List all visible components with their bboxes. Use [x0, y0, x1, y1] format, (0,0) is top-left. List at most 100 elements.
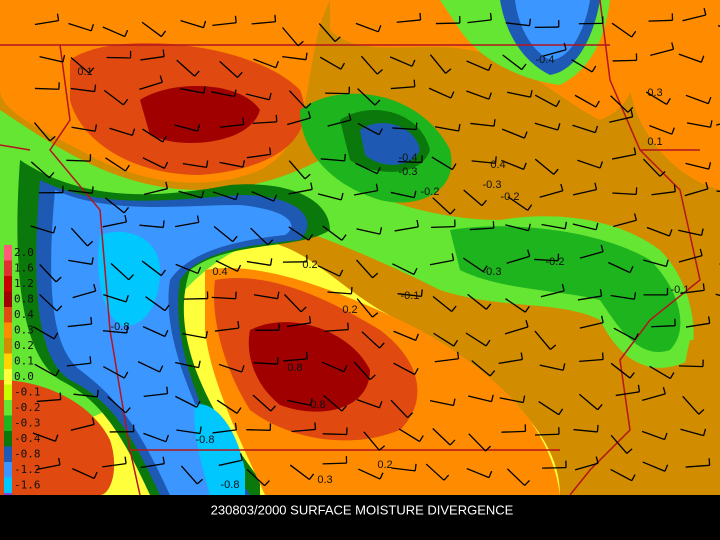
barb-flag [93, 471, 98, 479]
barb-flag [458, 123, 461, 132]
barb-flag [309, 398, 313, 406]
barb [389, 56, 413, 67]
barb [291, 428, 316, 433]
contour-label: -0.3 [483, 179, 502, 191]
barb [102, 462, 127, 468]
barb [286, 322, 311, 328]
barb [506, 91, 531, 98]
barb [467, 19, 492, 24]
barb [579, 251, 604, 259]
barb [542, 49, 567, 57]
barb-flag [709, 120, 713, 128]
barb-flag [94, 124, 98, 132]
caption-bar [0, 495, 720, 540]
barb-flag [413, 190, 417, 198]
barb-flag [124, 29, 129, 37]
barb [327, 119, 351, 127]
barb [33, 326, 55, 340]
barb-flag [305, 102, 312, 109]
barb-flag [162, 456, 165, 464]
barb [34, 19, 59, 26]
barb-flag [523, 162, 527, 170]
barb-flag [371, 312, 379, 318]
barb-flag [629, 265, 634, 273]
barb-flag [237, 71, 243, 78]
barb-flag [235, 192, 239, 200]
barb-flag [340, 192, 344, 201]
barb [572, 124, 596, 134]
barb-flag [562, 363, 566, 371]
barb [212, 22, 237, 27]
barb [678, 255, 703, 263]
barb [641, 393, 666, 401]
barb [392, 127, 417, 131]
barb-flag [633, 292, 637, 300]
barb-flag [494, 156, 497, 164]
barb [534, 258, 559, 262]
barb-flag [369, 374, 376, 381]
legend-label: 0.2 [14, 339, 34, 352]
barb [142, 326, 166, 338]
barb [685, 464, 710, 468]
barb [103, 89, 124, 106]
barb [327, 291, 352, 295]
barb [216, 399, 238, 414]
barb [289, 464, 310, 480]
barb-flag [201, 190, 205, 199]
barb-flag [307, 111, 312, 119]
barb-flag [563, 42, 567, 50]
barb [506, 255, 530, 264]
barb [215, 260, 238, 272]
barb-flag [597, 403, 603, 411]
barb-flag [277, 291, 280, 299]
barb [175, 395, 198, 408]
barb [357, 88, 376, 106]
barb-flag [490, 394, 494, 402]
barb [322, 225, 343, 241]
barb [319, 56, 342, 70]
barb-flag [485, 303, 492, 310]
barb [435, 22, 460, 25]
barb-flag [520, 352, 524, 360]
barb [361, 331, 380, 349]
barb [288, 188, 313, 195]
barb-flag [160, 269, 167, 276]
barb [213, 225, 234, 243]
barb-flag [558, 408, 564, 416]
barb-flag [485, 339, 491, 347]
barb-flag [416, 219, 419, 227]
legend-label: -0.4 [14, 432, 41, 445]
barb-flag [165, 434, 169, 442]
barb-flag [310, 182, 313, 190]
barb [183, 297, 208, 300]
barb-flag [659, 171, 666, 177]
barb [397, 161, 422, 164]
barb-flag [376, 167, 381, 174]
barb [325, 92, 350, 95]
barb-flag [488, 470, 493, 478]
barb [392, 263, 415, 276]
barb [322, 433, 347, 436]
barb-flag [305, 351, 308, 359]
barb [466, 90, 490, 100]
barb-flag [525, 319, 529, 328]
barb-flag [378, 445, 386, 451]
barb-flag [527, 223, 531, 231]
barb-flag [626, 448, 633, 454]
barb [505, 298, 526, 313]
legend-swatch [4, 322, 12, 338]
barb [534, 158, 555, 175]
barb [577, 159, 601, 169]
barb [66, 362, 91, 367]
barb-flag [194, 70, 200, 77]
barb-flag [453, 339, 459, 347]
barb-flag [199, 426, 202, 434]
contour-label: -0.4 [399, 152, 418, 164]
barb-flag [162, 135, 167, 143]
barb [468, 395, 492, 403]
barb [650, 48, 674, 56]
barb [320, 158, 345, 162]
barb-flag [269, 147, 272, 155]
barb [323, 394, 343, 412]
barb [36, 464, 61, 471]
